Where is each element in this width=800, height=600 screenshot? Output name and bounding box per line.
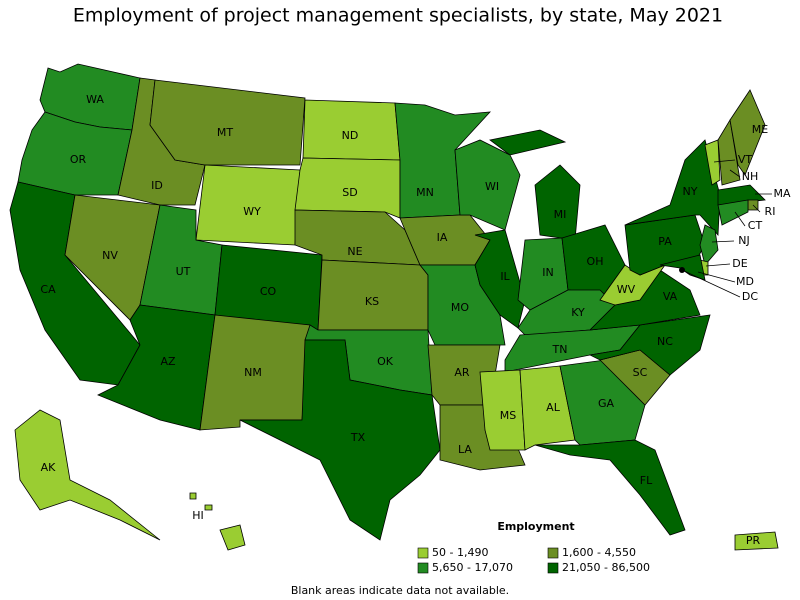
- state-shape: [489, 129, 567, 156]
- state-label: NE: [347, 245, 362, 258]
- state-label: WY: [243, 205, 261, 218]
- state-label: MD: [736, 275, 754, 288]
- states: [9, 63, 779, 551]
- state-shape: [717, 199, 749, 226]
- state-label: LA: [458, 443, 472, 456]
- state-shape: [204, 504, 213, 511]
- state-label: VT: [738, 153, 753, 166]
- state-label: DC: [742, 290, 758, 303]
- state-label: RI: [765, 205, 776, 218]
- leader-line: [729, 169, 741, 178]
- legend-label: 5,650 - 17,070: [432, 561, 513, 574]
- state-label: NC: [657, 335, 673, 348]
- state-label: WV: [617, 283, 636, 296]
- state-shape: [699, 224, 719, 266]
- state-label: HI: [192, 509, 204, 522]
- state-label: AR: [454, 366, 470, 379]
- state-label: MS: [500, 409, 516, 422]
- state-shape: [189, 492, 197, 500]
- state-shape: [534, 164, 581, 241]
- state-label: MO: [451, 301, 469, 314]
- leader-line: [697, 271, 736, 283]
- state-labels: WA OR CA NV ID MT WY UT CO AZ NM ND SD NE KS OK TX MN IA MO…: [40, 93, 791, 547]
- state-shape: [717, 118, 741, 186]
- state-label: CA: [40, 283, 56, 296]
- state-label: SC: [633, 366, 648, 379]
- state-label: KS: [365, 295, 379, 308]
- legend-swatch: [547, 562, 559, 574]
- state-label: CT: [748, 219, 763, 232]
- state-label: MN: [416, 186, 434, 199]
- leader-line: [752, 204, 761, 213]
- legend-swatch: [417, 547, 429, 559]
- map-title: Employment of project management special…: [73, 5, 723, 27]
- state-label: AZ: [160, 355, 176, 368]
- state-label: IN: [542, 266, 553, 279]
- state-label: ND: [342, 129, 359, 142]
- state-label: TX: [350, 431, 366, 444]
- leader-line: [705, 263, 731, 267]
- legend-label: 1,600 - 4,550: [562, 546, 636, 559]
- leader-line: [711, 240, 735, 243]
- state-shape: [219, 524, 246, 551]
- state-label: DE: [732, 257, 747, 270]
- state-label: GA: [598, 397, 615, 410]
- state-label: TN: [552, 343, 568, 356]
- state-shape: [519, 365, 576, 451]
- state-shape: [734, 531, 779, 551]
- state-shape: [239, 339, 441, 541]
- state-label: FL: [640, 474, 653, 487]
- state-label: MA: [773, 187, 790, 200]
- state-shape: [474, 229, 526, 329]
- legend-label: 50 - 1,490: [432, 546, 488, 559]
- state-shape: [14, 409, 161, 541]
- state-label: IA: [437, 231, 448, 244]
- state-label: OH: [587, 255, 604, 268]
- leader-line: [681, 269, 741, 298]
- legend-swatch: [417, 562, 429, 574]
- state-label: SD: [342, 186, 357, 199]
- state-label: OR: [70, 153, 87, 166]
- leader-line: [734, 211, 746, 227]
- state-label: NY: [683, 185, 698, 198]
- state-label: NV: [102, 249, 118, 262]
- state-shape: [534, 439, 686, 536]
- state-label: WA: [86, 93, 104, 106]
- state-label: NM: [244, 366, 262, 379]
- state-shape: [149, 79, 306, 166]
- state-shape: [454, 139, 521, 231]
- state-label: WI: [485, 180, 499, 193]
- state-label: PR: [746, 534, 761, 547]
- leader-line: [713, 159, 736, 163]
- state-label: UT: [176, 265, 191, 278]
- state-label: MI: [554, 208, 567, 221]
- legend-title: Employment: [497, 520, 574, 533]
- state-label: AL: [546, 401, 561, 414]
- state-label: MT: [217, 126, 233, 139]
- footnote: Blank areas indicate data not available.: [291, 584, 509, 597]
- state-label: OK: [377, 355, 394, 368]
- state-label: NH: [742, 170, 759, 183]
- legend: 50 - 1,490 1,600 - 4,550 5,650 - 17,070 21,…: [417, 546, 650, 574]
- state-label: ID: [151, 179, 163, 192]
- legend-label: 21,050 - 86,500: [562, 561, 650, 574]
- state-shape: [17, 111, 133, 196]
- state-label: ME: [752, 123, 768, 136]
- state-label: CO: [260, 285, 277, 298]
- state-label: PA: [658, 235, 672, 248]
- state-label: NJ: [738, 234, 749, 247]
- state-shape: [704, 139, 721, 186]
- state-label: KY: [571, 306, 585, 319]
- state-shape: [729, 89, 766, 176]
- state-label: VA: [663, 290, 678, 303]
- state-label: IL: [500, 270, 510, 283]
- state-shape: [479, 369, 526, 451]
- state-label: AK: [41, 461, 57, 474]
- state-shape: [588, 314, 711, 376]
- legend-swatch: [547, 547, 559, 559]
